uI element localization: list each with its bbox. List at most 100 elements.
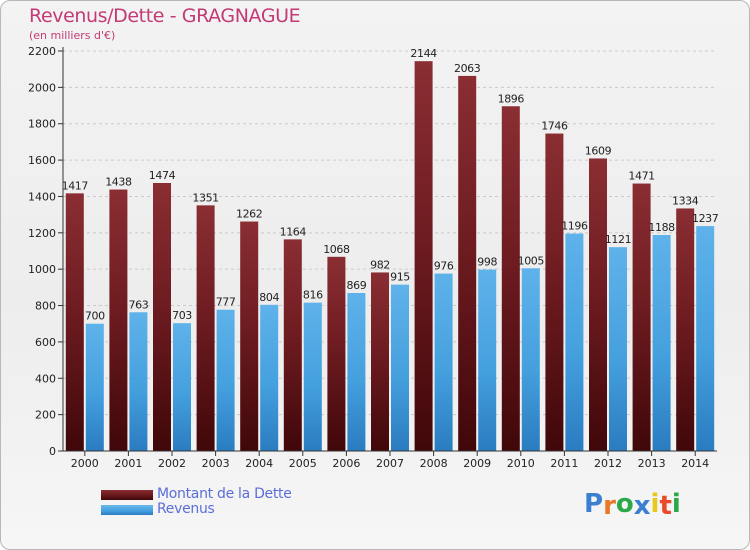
logo-letter: i: [671, 489, 681, 519]
data-label-dette: 1609: [585, 144, 612, 157]
bar-dette-2014: [676, 208, 695, 451]
data-label-dette: 2063: [454, 62, 481, 75]
data-label-dette: 1746: [541, 120, 568, 133]
bar-dette-2005: [283, 239, 302, 451]
x-tick-label: 2002: [158, 457, 186, 470]
data-label-revenus: 1188: [648, 221, 675, 234]
legend-swatch-dette: [101, 490, 153, 500]
data-label-dette: 1262: [236, 208, 262, 221]
legend-swatch-revenus: [101, 505, 153, 515]
data-label-dette: 1164: [280, 225, 307, 238]
bar-revenus-2005: [303, 302, 322, 451]
y-tick-label: 800: [35, 300, 56, 313]
bar-dette-2003: [196, 205, 215, 451]
data-label-revenus: 869: [347, 279, 367, 292]
x-tick-label: 2003: [202, 457, 230, 470]
x-tick-label: 2010: [507, 457, 535, 470]
x-tick-label: 2008: [420, 457, 448, 470]
bar-dette-2012: [589, 158, 607, 452]
x-tick-label: 2000: [71, 457, 99, 470]
bar-dette-2007: [371, 272, 389, 451]
logo-letter: x: [633, 491, 651, 521]
x-tick-label: 2014: [681, 457, 709, 470]
logo-letter: P: [584, 489, 604, 519]
legend-label-revenus: Revenus: [157, 501, 215, 517]
data-label-dette: 1438: [105, 176, 132, 189]
y-tick-label: 1600: [28, 154, 56, 167]
y-tick-label: 1200: [28, 227, 56, 240]
bar-dette-2006: [327, 256, 346, 451]
x-tick-label: 2011: [550, 457, 578, 470]
bar-dette-2009: [458, 75, 477, 451]
data-label-dette: 1471: [628, 170, 654, 183]
data-label-revenus: 816: [303, 289, 323, 302]
data-label-revenus: 703: [172, 309, 192, 322]
y-tick-label: 400: [35, 372, 56, 385]
bar-dette-2013: [632, 183, 651, 451]
bar-dette-2010: [501, 106, 520, 451]
data-label-dette: 1068: [323, 243, 350, 256]
bars-layer: [65, 61, 715, 452]
logo-letter: t: [659, 491, 672, 521]
data-label-dette: 1334: [672, 194, 699, 207]
bar-revenus-2014: [696, 226, 715, 451]
x-tick-label: 2009: [463, 457, 491, 470]
proxiti-logo: Proxiti: [584, 489, 681, 521]
y-tick-label: 600: [35, 336, 56, 349]
y-tick-label: 0: [49, 445, 56, 458]
data-label-dette: 1474: [149, 169, 176, 182]
data-label-dette: 2144: [410, 47, 437, 60]
grid-layer: [63, 50, 717, 416]
chart-title: Revenus/Dette - GRAGNAGUE: [29, 5, 301, 27]
data-label-revenus: 976: [434, 260, 454, 273]
data-label-revenus: 763: [129, 298, 149, 311]
chart-subtitle: (en milliers d'€): [29, 29, 116, 42]
bar-revenus-2006: [347, 293, 366, 451]
legend-label-dette: Montant de la Dette: [157, 486, 292, 502]
x-tick-label: 2004: [245, 457, 273, 470]
y-tick-label: 2200: [28, 45, 56, 58]
bar-dette-2001: [109, 189, 128, 451]
bar-revenus-2002: [173, 323, 191, 451]
data-label-revenus: 998: [477, 256, 497, 269]
bar-dette-2008: [414, 61, 433, 451]
bar-revenus-2000: [85, 323, 104, 451]
x-tick-label: 2001: [114, 457, 142, 470]
labels-layer: 1417 700 1438 763 1474 703 1351 777 1262 804 1164 8…: [62, 47, 720, 323]
x-tick-label: 2005: [289, 457, 317, 470]
data-label-revenus: 1196: [561, 220, 588, 233]
logo-letter: i: [650, 489, 660, 519]
x-tick-label: 2007: [376, 457, 404, 470]
bar-revenus-2004: [260, 304, 279, 451]
data-label-revenus: 1237: [692, 212, 719, 225]
bar-dette-2004: [240, 221, 259, 451]
data-label-dette: 1351: [192, 191, 218, 204]
y-tick-label: 1800: [28, 118, 56, 131]
bar-revenus-2001: [129, 312, 148, 451]
bar-revenus-2012: [609, 247, 627, 451]
bar-revenus-2003: [216, 309, 235, 451]
data-label-dette: 1896: [498, 92, 525, 105]
y-tick-label: 200: [35, 409, 56, 422]
data-label-revenus: 915: [390, 271, 410, 284]
data-label-revenus: 804: [259, 291, 279, 304]
data-label-revenus: 777: [216, 296, 236, 309]
y-tick-label: 2000: [28, 81, 56, 94]
bar-dette-2000: [65, 193, 84, 451]
bar-revenus-2013: [652, 235, 671, 451]
bar-revenus-2009: [478, 269, 497, 451]
data-label-revenus: 700: [85, 310, 105, 323]
x-tick-label: 2012: [594, 457, 622, 470]
data-label-dette: 1417: [62, 179, 89, 192]
y-tick-label: 1000: [28, 263, 56, 276]
logo-letter: o: [615, 489, 634, 519]
y-tick-label: 1400: [28, 190, 56, 203]
bar-dette-2011: [545, 133, 564, 451]
x-tick-label: 2006: [332, 457, 360, 470]
logo-letter: r: [603, 491, 616, 521]
axis-layer: 0 200 400 600 800 1000 1200 1400 1600 1800 2000 220…: [28, 45, 717, 470]
data-label-revenus: 1005: [518, 254, 545, 267]
x-tick-label: 2013: [638, 457, 666, 470]
